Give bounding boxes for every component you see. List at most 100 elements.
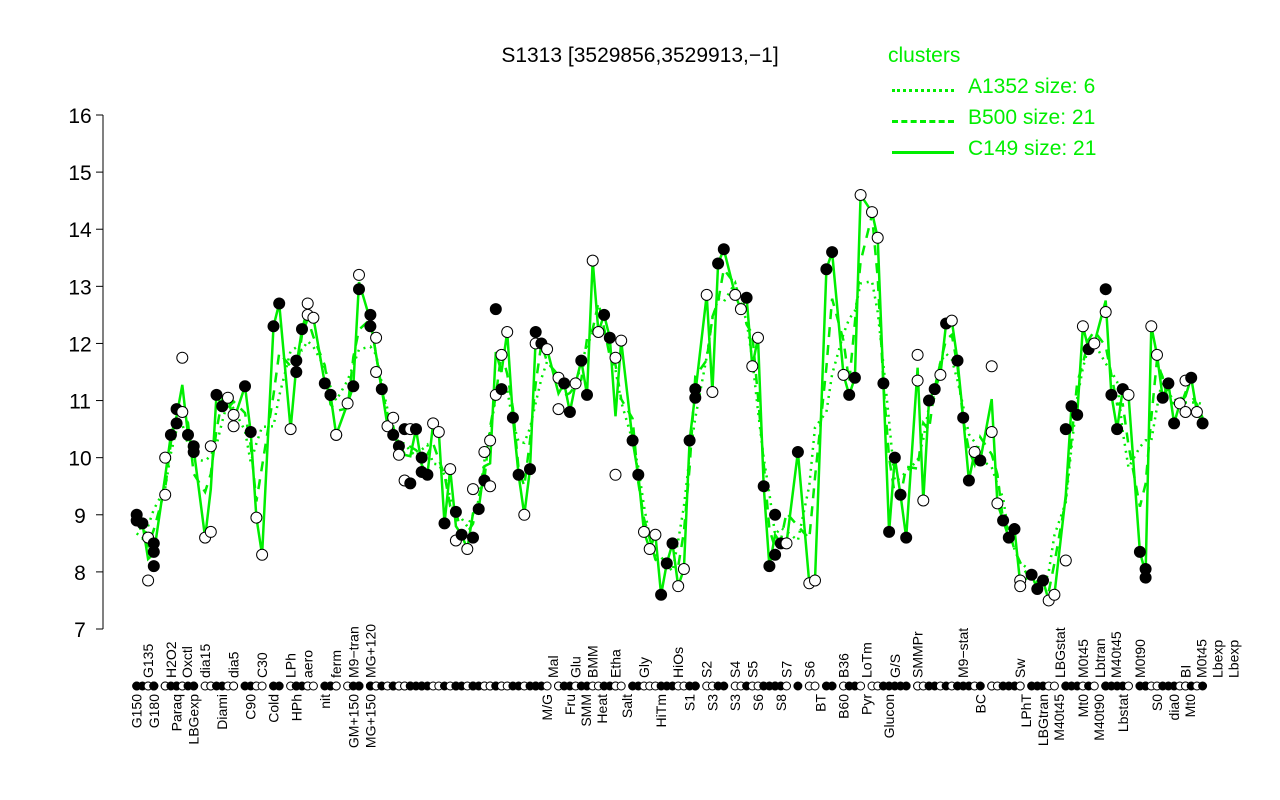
data-point <box>427 417 440 430</box>
y-tick-label: 9 <box>74 505 86 528</box>
data-point <box>957 411 970 424</box>
x-tick-label: S6 <box>750 694 766 711</box>
rug-mark <box>354 681 364 691</box>
data-point <box>1156 391 1169 404</box>
data-point <box>746 360 759 373</box>
x-tick-label: G150 <box>129 694 145 728</box>
data-point <box>683 434 696 447</box>
data-point <box>689 391 702 404</box>
x-tick-label: S5 <box>744 661 760 678</box>
data-point <box>609 468 622 481</box>
x-tick-label: Glu <box>568 656 584 678</box>
x-tick-label: LoTm <box>858 642 874 678</box>
data-point <box>809 574 821 587</box>
y-tick-label: 7 <box>74 619 86 642</box>
data-point <box>301 297 314 310</box>
data-point <box>501 326 514 339</box>
rug-mark <box>975 681 985 691</box>
rug-mark <box>229 681 239 691</box>
x-tick-label: B60 <box>836 694 852 719</box>
legend-swatch-dotted <box>892 89 954 92</box>
data-point <box>1031 583 1044 596</box>
data-point <box>1111 423 1124 436</box>
rug-mark <box>542 681 552 691</box>
x-tick-label: BC <box>972 694 988 713</box>
x-tick-label: M40t90 <box>1091 694 1107 741</box>
data-point <box>1059 423 1072 436</box>
y-tick-label: 14 <box>68 219 92 242</box>
rug-mark <box>149 681 159 691</box>
data-point <box>341 397 354 410</box>
data-point <box>1048 588 1061 601</box>
data-point <box>182 428 194 441</box>
data-point <box>467 531 479 544</box>
data-point <box>1076 320 1089 333</box>
data-point <box>1025 568 1038 581</box>
data-point <box>649 528 662 541</box>
x-tick-label: C30 <box>254 652 270 678</box>
data-point <box>147 560 160 573</box>
x-tick-label: S1 <box>682 694 698 711</box>
data-point <box>432 425 445 438</box>
rug-mark <box>331 681 341 691</box>
x-tick-label: HiTm <box>653 694 669 727</box>
data-point <box>1065 400 1078 413</box>
x-tick-label: Glucon <box>881 694 897 738</box>
legend: clusters A1352 size: 6 B500 size: 21 C14… <box>888 44 1096 168</box>
data-point <box>375 383 388 396</box>
x-tick-label: HPh <box>288 694 304 721</box>
data-point <box>757 480 770 493</box>
data-point <box>569 377 582 390</box>
data-point <box>290 366 303 378</box>
x-tick-label: S4 <box>727 661 743 678</box>
x-tick-label: LPh <box>283 653 299 678</box>
data-point <box>1185 371 1198 384</box>
data-point <box>239 380 251 393</box>
data-point <box>159 451 172 464</box>
data-point <box>250 511 263 524</box>
data-point <box>769 508 782 521</box>
x-tick-label: Lbexp <box>1226 640 1242 678</box>
data-point <box>142 574 155 587</box>
rug-mark <box>1198 681 1208 691</box>
x-tick-label: aero <box>300 650 316 678</box>
data-point <box>923 394 935 407</box>
x-tick-label: BI <box>1178 665 1194 678</box>
data-point <box>1162 377 1175 390</box>
data-point <box>1151 348 1163 361</box>
data-point <box>438 517 451 530</box>
legend-swatch-solid <box>892 151 954 154</box>
rug-mark <box>1124 681 1133 691</box>
data-point <box>603 331 616 344</box>
data-point <box>706 385 719 398</box>
x-tick-label: Lbexp <box>1210 640 1226 678</box>
data-point <box>552 403 565 416</box>
x-tick-label: nit <box>317 694 333 709</box>
data-point <box>1014 580 1027 593</box>
data-point <box>370 331 383 344</box>
data-point <box>484 434 497 447</box>
rug-mark <box>719 681 729 691</box>
data-point <box>467 483 479 496</box>
data-point <box>740 291 753 304</box>
rug-mark <box>827 681 837 691</box>
x-tick-label: G135 <box>140 644 156 678</box>
data-point <box>1099 306 1112 319</box>
x-tick-label: Lbstat <box>1115 694 1131 732</box>
data-point <box>1122 388 1135 401</box>
data-point <box>136 517 149 530</box>
rug-mark <box>1089 681 1099 691</box>
data-point <box>575 354 588 367</box>
data-point <box>962 474 975 487</box>
y-tick-label: 8 <box>74 562 86 585</box>
data-point <box>592 326 605 339</box>
x-tick-label: M9−tran <box>345 626 361 678</box>
data-point <box>495 383 508 396</box>
data-point <box>176 351 189 364</box>
data-point <box>985 425 998 438</box>
data-point <box>1139 571 1152 584</box>
x-tick-label: dia5 <box>226 651 242 678</box>
data-point <box>734 303 747 316</box>
data-point <box>518 508 531 521</box>
data-point <box>951 354 964 367</box>
